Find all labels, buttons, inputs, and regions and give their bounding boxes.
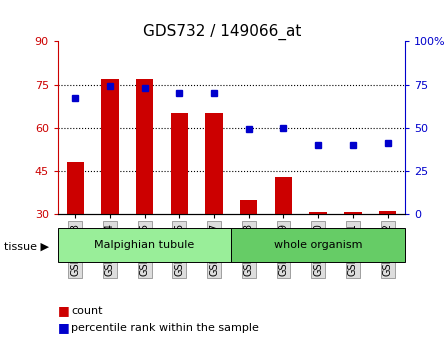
Bar	[206, 113, 223, 214]
Text: tissue ▶: tissue ▶	[4, 242, 49, 252]
Bar	[67, 162, 84, 214]
Text: ■: ■	[58, 321, 69, 334]
Bar	[171, 113, 188, 214]
FancyBboxPatch shape	[58, 228, 231, 262]
Text: ■: ■	[58, 304, 69, 317]
Text: Malpighian tubule: Malpighian tubule	[94, 240, 195, 250]
Bar	[344, 213, 362, 214]
Bar	[136, 79, 153, 214]
Text: count: count	[71, 306, 103, 315]
Text: percentile rank within the sample: percentile rank within the sample	[71, 323, 259, 333]
Bar	[379, 211, 396, 214]
Text: whole organism: whole organism	[274, 240, 362, 250]
Bar	[240, 199, 257, 214]
Bar	[275, 177, 292, 214]
Bar	[310, 213, 327, 214]
FancyBboxPatch shape	[231, 228, 405, 262]
Bar	[101, 79, 118, 214]
Text: GDS732 / 149066_at: GDS732 / 149066_at	[143, 24, 302, 40]
